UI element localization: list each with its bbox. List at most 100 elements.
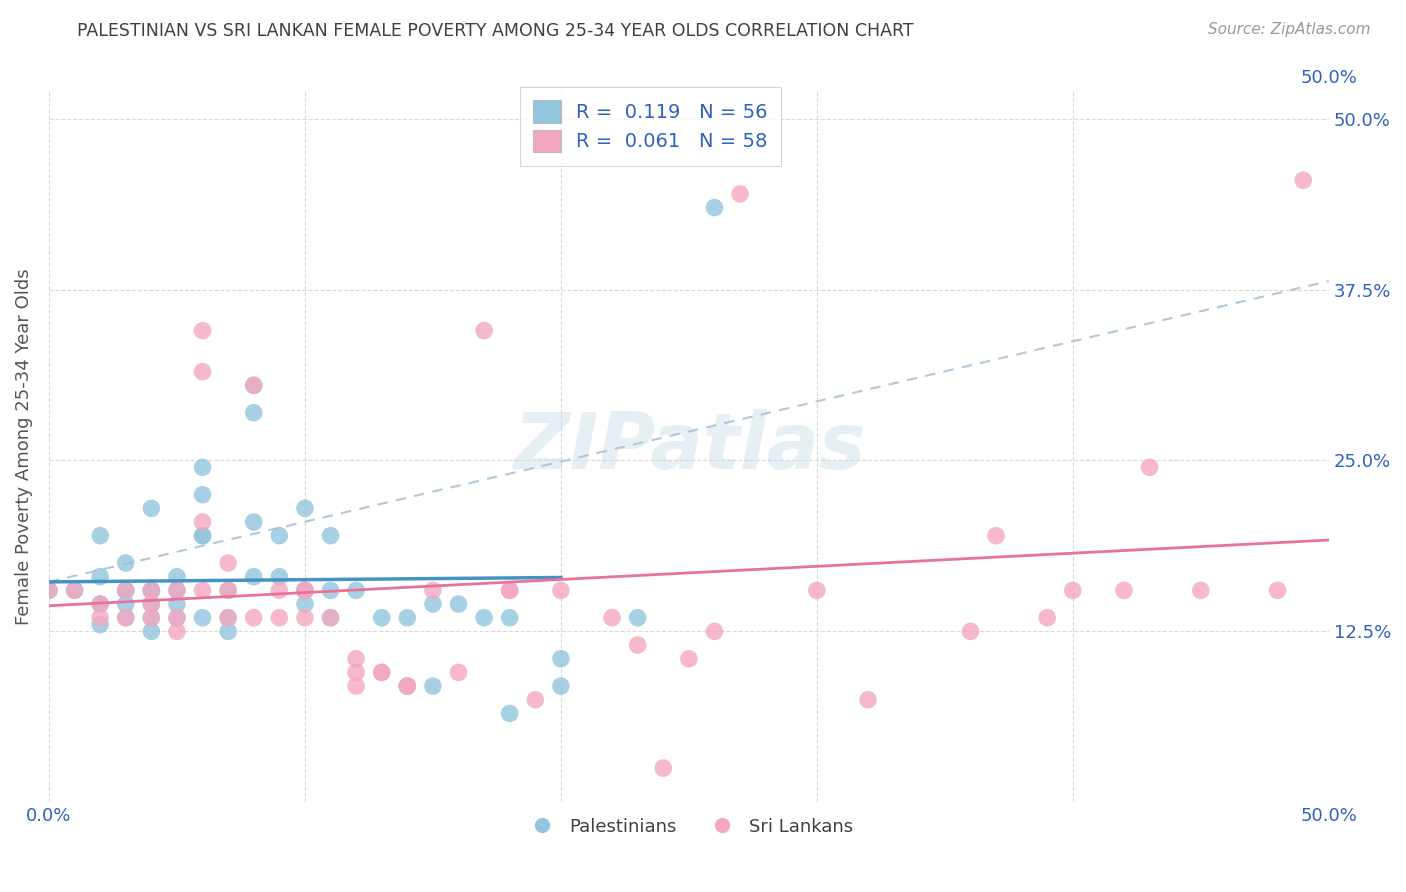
Point [703,201,725,215]
Point [524,692,547,706]
Point [166,611,188,625]
Point [217,611,239,625]
Point [166,597,188,611]
Point [191,611,214,625]
Point [114,583,136,598]
Point [141,624,163,639]
Point [242,515,264,529]
Point [217,583,239,598]
Point [166,570,188,584]
Point [89,529,111,543]
Point [294,583,316,598]
Point [141,597,163,611]
Point [319,611,342,625]
Point [141,583,163,598]
Point [141,611,163,625]
Point [269,529,291,543]
Point [191,529,214,543]
Point [472,611,495,625]
Point [806,583,828,598]
Point [89,570,111,584]
Point [422,679,444,693]
Point [396,611,419,625]
Point [627,638,650,652]
Point [141,611,163,625]
Point [984,529,1007,543]
Point [499,611,522,625]
Point [550,679,572,693]
Point [294,611,316,625]
Point [217,624,239,639]
Point [396,679,419,693]
Point [550,583,572,598]
Point [319,611,342,625]
Y-axis label: Female Poverty Among 25-34 Year Olds: Female Poverty Among 25-34 Year Olds [15,268,32,625]
Text: ZIPatlas: ZIPatlas [513,409,865,485]
Point [166,583,188,598]
Point [217,556,239,570]
Point [141,583,163,598]
Point [114,611,136,625]
Point [499,706,522,721]
Point [319,583,342,598]
Point [242,611,264,625]
Point [89,611,111,625]
Point [38,583,60,598]
Point [678,651,700,665]
Point [63,583,86,598]
Point [627,611,650,625]
Point [1292,173,1315,187]
Point [396,679,419,693]
Point [1189,583,1212,598]
Point [1267,583,1289,598]
Point [114,597,136,611]
Point [1139,460,1161,475]
Point [422,597,444,611]
Point [166,624,188,639]
Point [370,665,392,680]
Point [269,583,291,598]
Point [38,583,60,598]
Point [294,583,316,598]
Point [191,324,214,338]
Point [344,679,367,693]
Point [114,583,136,598]
Point [89,617,111,632]
Point [447,665,470,680]
Point [600,611,623,625]
Point [191,529,214,543]
Point [242,406,264,420]
Point [1062,583,1084,598]
Point [959,624,981,639]
Point [319,529,342,543]
Point [114,556,136,570]
Point [396,679,419,693]
Point [63,583,86,598]
Point [370,665,392,680]
Point [269,611,291,625]
Point [89,597,111,611]
Point [294,583,316,598]
Point [1036,611,1059,625]
Point [141,501,163,516]
Point [217,611,239,625]
Point [114,611,136,625]
Point [344,583,367,598]
Point [191,365,214,379]
Point [472,324,495,338]
Point [370,611,392,625]
Point [242,570,264,584]
Point [191,515,214,529]
Point [447,597,470,611]
Point [499,583,522,598]
Point [217,583,239,598]
Point [294,501,316,516]
Point [191,460,214,475]
Point [242,378,264,392]
Text: Source: ZipAtlas.com: Source: ZipAtlas.com [1208,22,1371,37]
Point [728,186,751,201]
Point [191,583,214,598]
Point [856,692,879,706]
Legend: Palestinians, Sri Lankans: Palestinians, Sri Lankans [517,811,860,843]
Point [242,378,264,392]
